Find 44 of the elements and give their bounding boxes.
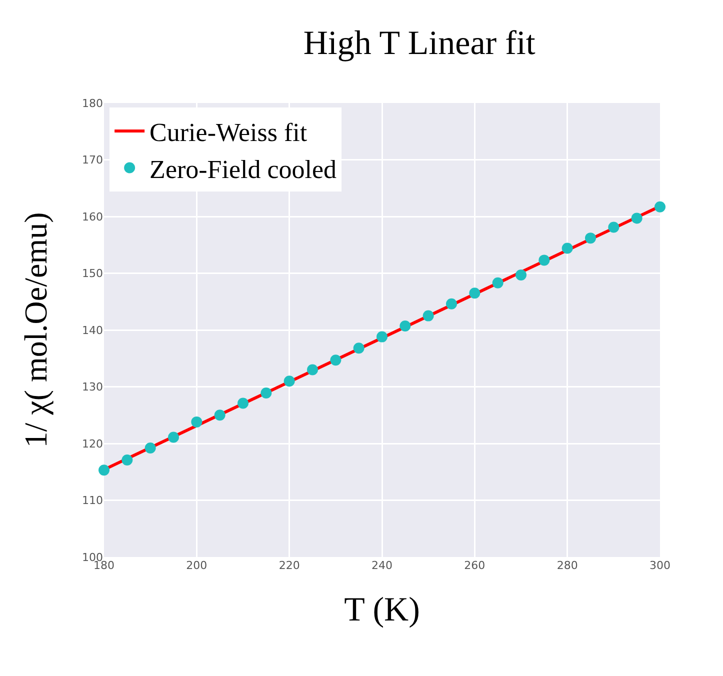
point bbox=[122, 454, 133, 466]
legend-label: Zero-Field cooled bbox=[150, 154, 337, 184]
y-tick-label: 130 bbox=[82, 380, 103, 394]
x-tick-label: 300 bbox=[650, 559, 670, 572]
y-tick-label: 120 bbox=[82, 437, 103, 450]
point bbox=[330, 354, 342, 366]
y-tick-label: 140 bbox=[82, 324, 103, 337]
point bbox=[376, 331, 388, 342]
point bbox=[608, 222, 620, 233]
point bbox=[562, 242, 573, 254]
point bbox=[353, 342, 364, 354]
y-tick-label: 160 bbox=[82, 210, 103, 224]
point bbox=[422, 310, 434, 322]
y-tick-label: 150 bbox=[82, 267, 103, 280]
point bbox=[538, 254, 550, 266]
x-axis-title: T (K) bbox=[344, 591, 420, 628]
y-tick-label: 180 bbox=[82, 96, 103, 110]
point bbox=[446, 298, 457, 310]
chart-title: High T Linear fit bbox=[303, 25, 536, 62]
point bbox=[492, 277, 504, 288]
x-tick-label: 280 bbox=[556, 559, 578, 572]
x-tick-label: 260 bbox=[464, 559, 486, 572]
point bbox=[469, 288, 480, 299]
x-tick-label: 220 bbox=[278, 559, 300, 572]
point bbox=[260, 387, 272, 398]
x-tick-label: 200 bbox=[186, 559, 208, 572]
x-tick-label: 240 bbox=[372, 559, 392, 572]
point bbox=[284, 376, 295, 387]
point bbox=[585, 232, 596, 244]
y-tick-label: 110 bbox=[82, 494, 103, 508]
legend-label: Curie-Weiss fit bbox=[150, 118, 308, 148]
point bbox=[631, 212, 642, 224]
point bbox=[400, 320, 411, 332]
point bbox=[654, 201, 666, 212]
y-tick-label: 170 bbox=[82, 154, 103, 167]
point bbox=[168, 432, 179, 443]
point bbox=[307, 364, 318, 376]
point bbox=[238, 398, 248, 409]
y-axis-title: 1/ χ( mol.Oe/emu) bbox=[17, 212, 54, 448]
point bbox=[98, 464, 110, 476]
point bbox=[214, 410, 226, 421]
point bbox=[191, 416, 202, 428]
point bbox=[516, 269, 526, 280]
point bbox=[144, 442, 156, 454]
